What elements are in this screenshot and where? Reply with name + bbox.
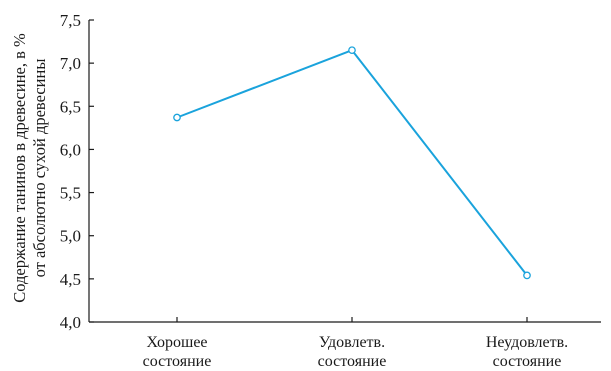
x-tick-label: Удовлетв. состояние [318,334,387,370]
data-point [348,46,356,55]
data-point [523,271,531,280]
y-axis-label: Содержание танинов в древесине, в %от аб… [10,33,49,303]
y-tick-label: 6,5 [60,97,81,116]
data-point [173,113,181,122]
y-tick-label: 4,0 [60,313,81,332]
y-axis-ticks: 4,0 4,5 5,0 5,5 6,0 6,5 7,0 7,5 [60,11,94,332]
y-tick-label: 5,0 [60,227,81,246]
x-tick-label-line: состояние [493,353,562,370]
series-line [176,49,528,277]
y-axis-label-line: от абсолютно сухой древесины [30,59,49,278]
y-axis-title: Содержание танинов в древесине, в %от аб… [10,33,49,303]
y-tick-label: 7,0 [60,54,81,73]
y-tick-label: 6,0 [60,140,81,159]
x-tick-label-line: состояние [318,353,387,370]
y-tick-label: 4,5 [60,270,81,289]
x-tick-label-line: Неудовлетв. [486,334,568,351]
x-tick-label: Хорошее состояние [143,334,212,370]
axes [88,20,601,323]
y-tick-label: 5,5 [60,184,81,203]
x-tick-label-line: Хорошее [146,334,207,351]
x-tick-label-line: Удовлетв. [319,334,385,351]
series-group [173,46,531,280]
x-tick-label-line: состояние [143,353,212,370]
x-tick-label: Неудовлетв. состояние [486,334,568,370]
y-tick-label: 7,5 [60,11,81,30]
y-axis-label-line: Содержание танинов в древесине, в % [10,33,29,303]
